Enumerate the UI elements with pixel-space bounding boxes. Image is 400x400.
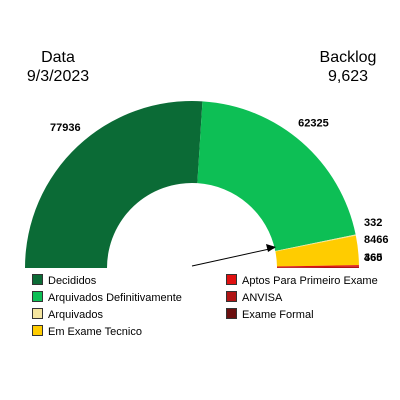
legend-item-decididos: Decididos [32, 274, 96, 288]
legend-swatch [226, 274, 237, 285]
legend-item-em-exame-tecnico: Em Exame Tecnico [32, 325, 142, 339]
legend-item-aptos-para-primeiro-exame: Aptos Para Primeiro Exame [226, 274, 378, 288]
slice-aptos-para-primeiro-exame [276, 265, 359, 268]
slice-em-exame-tecnico [275, 235, 359, 267]
value-label-anvisa: 360 [364, 252, 382, 264]
date-header: Data 9/3/2023 [22, 48, 94, 86]
backlog-value: 9,623 [327, 68, 369, 85]
value-label-decididos: 77936 [50, 122, 81, 134]
date-value: 9/3/2023 [26, 68, 90, 85]
backlog-header: Backlog 9,623 [310, 48, 386, 86]
backlog-label: Backlog [319, 49, 377, 66]
legend-label: Aptos Para Primeiro Exame [242, 275, 378, 287]
legend-label: Exame Formal [242, 309, 314, 321]
legend-swatch [32, 291, 43, 302]
legend-label: Em Exame Tecnico [48, 326, 142, 338]
value-label-arquivados-definitivamente: 62325 [298, 117, 329, 129]
value-label-aptos-para-primeiro-exame: 465 [364, 252, 382, 264]
legend-swatch [226, 291, 237, 302]
slice-arquivados [275, 234, 356, 252]
legend-item-arquivados-definitivamente: Arquivados Definitivamente [32, 291, 182, 305]
annotation-arrowhead [266, 244, 276, 252]
legend-label: Arquivados [48, 309, 104, 321]
legend-item-arquivados: Arquivados [32, 308, 103, 322]
legend-item-exame-formal: Exame Formal [226, 308, 314, 322]
legend-swatch [32, 274, 43, 285]
value-label-em-exame-tecnico: 8466 [364, 234, 388, 246]
legend-label: ANVISA [242, 292, 283, 304]
legend-swatch [32, 308, 43, 319]
date-label: Data [41, 49, 75, 66]
legend-swatch [226, 308, 237, 319]
annotation-arrow [191, 247, 275, 267]
legend-swatch [32, 325, 43, 336]
slice-decididos [25, 101, 203, 268]
chart-slices [25, 101, 359, 268]
legend-item-anvisa: ANVISA [226, 291, 282, 305]
slice-anvisa [276, 266, 359, 268]
legend-label: Decididos [48, 275, 97, 287]
slice-arquivados-definitivamente [197, 101, 356, 251]
legend-label: Arquivados Definitivamente [48, 292, 182, 304]
value-label-arquivados: 332 [364, 217, 382, 229]
